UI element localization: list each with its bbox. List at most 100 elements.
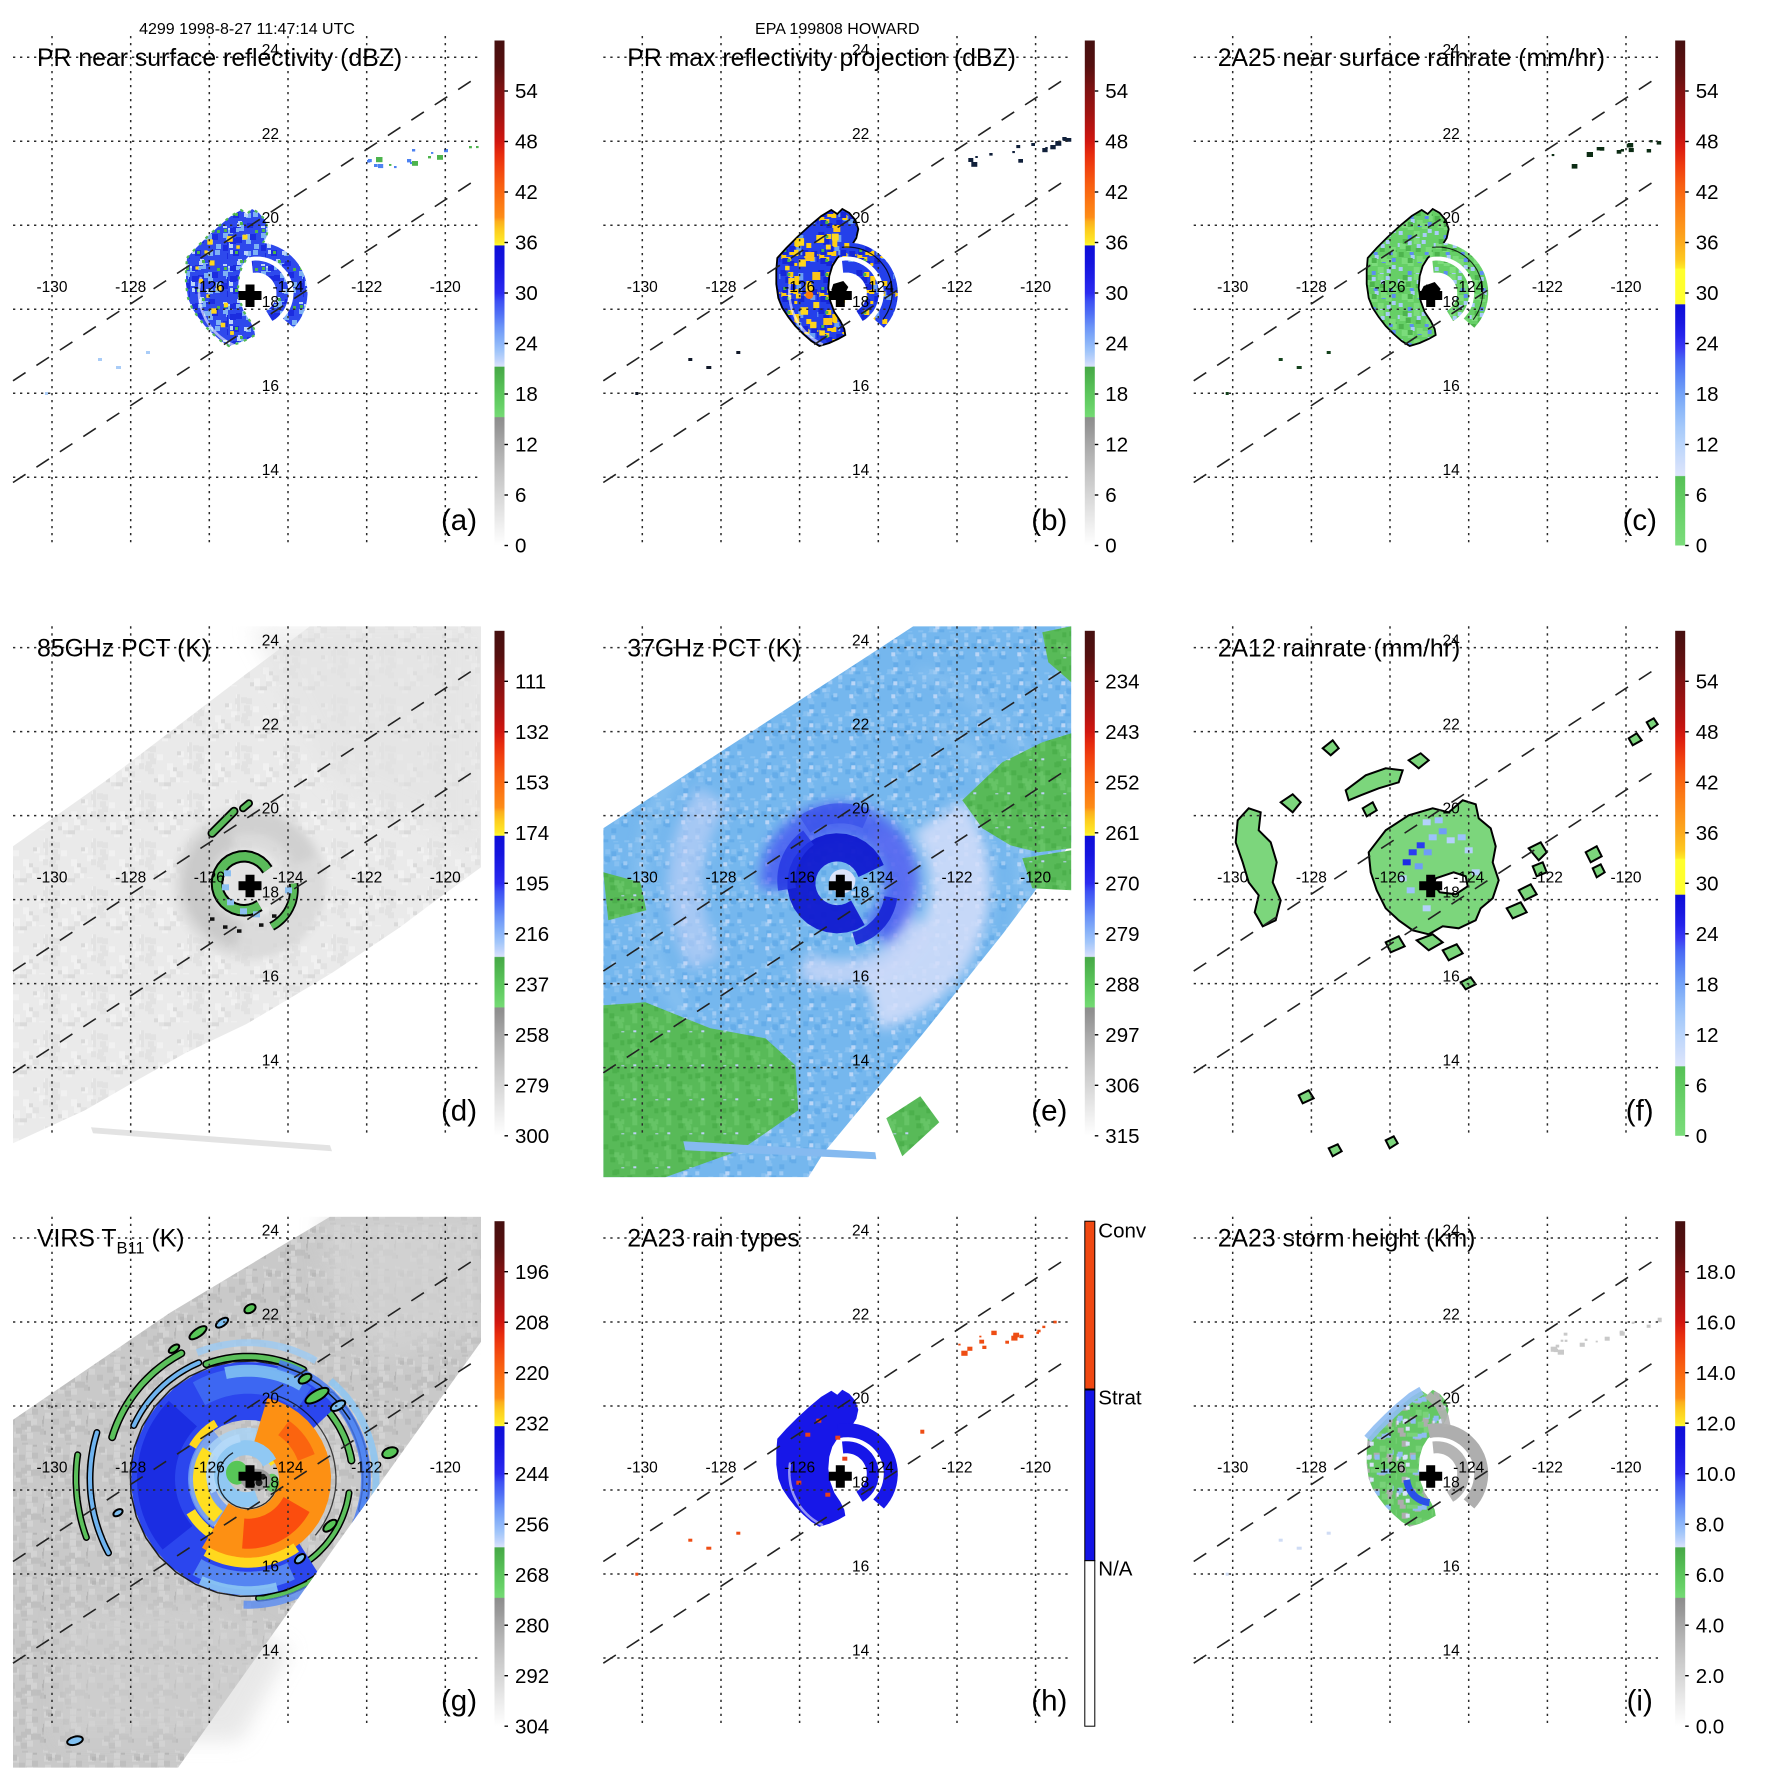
svg-text:16.0: 16.0 bbox=[1696, 1311, 1736, 1334]
svg-text:6: 6 bbox=[515, 484, 526, 507]
svg-text:85GHz PCT (K): 85GHz PCT (K) bbox=[37, 635, 210, 662]
svg-text:2.0: 2.0 bbox=[1696, 1665, 1725, 1688]
svg-text:(f): (f) bbox=[1626, 1094, 1654, 1127]
svg-text:6.0: 6.0 bbox=[1696, 1564, 1725, 1587]
svg-text:PR near surface reflectivity (: PR near surface reflectivity (dBZ) bbox=[37, 45, 402, 72]
svg-text:54: 54 bbox=[1105, 80, 1128, 103]
svg-text:N/A: N/A bbox=[1098, 1558, 1133, 1581]
svg-text:315: 315 bbox=[1105, 1125, 1139, 1148]
svg-text:36: 36 bbox=[1696, 822, 1719, 845]
svg-text:0.0: 0.0 bbox=[1696, 1715, 1725, 1738]
svg-text:24: 24 bbox=[1105, 333, 1128, 356]
svg-text:0: 0 bbox=[1105, 535, 1116, 558]
svg-text:279: 279 bbox=[1105, 923, 1139, 946]
svg-text:279: 279 bbox=[515, 1075, 549, 1098]
svg-text:18: 18 bbox=[515, 383, 538, 406]
svg-text:8.0: 8.0 bbox=[1696, 1513, 1725, 1536]
svg-text:42: 42 bbox=[1696, 772, 1719, 795]
svg-text:37GHz PCT (K): 37GHz PCT (K) bbox=[627, 635, 800, 662]
svg-text:2A23 rain types: 2A23 rain types bbox=[627, 1226, 799, 1253]
svg-text:0: 0 bbox=[1696, 1125, 1707, 1148]
svg-text:195: 195 bbox=[515, 873, 549, 896]
svg-text:0: 0 bbox=[1696, 535, 1707, 558]
svg-text:174: 174 bbox=[515, 822, 549, 845]
svg-text:18: 18 bbox=[1105, 383, 1128, 406]
svg-text:Strat: Strat bbox=[1098, 1387, 1142, 1410]
svg-text:4.0: 4.0 bbox=[1696, 1614, 1725, 1637]
svg-text:48: 48 bbox=[515, 131, 538, 154]
svg-text:10.0: 10.0 bbox=[1696, 1463, 1736, 1486]
svg-text:196: 196 bbox=[515, 1261, 549, 1284]
svg-text:54: 54 bbox=[515, 80, 538, 103]
svg-text:2A23 storm height (km): 2A23 storm height (km) bbox=[1218, 1226, 1476, 1253]
svg-text:220: 220 bbox=[515, 1362, 549, 1385]
svg-text:292: 292 bbox=[515, 1665, 549, 1688]
svg-text:48: 48 bbox=[1696, 721, 1719, 744]
svg-text:300: 300 bbox=[515, 1125, 549, 1148]
svg-text:(a): (a) bbox=[441, 504, 477, 537]
svg-text:12: 12 bbox=[1696, 434, 1719, 457]
svg-text:153: 153 bbox=[515, 772, 549, 795]
svg-text:2A25 near surface rainrate (mm: 2A25 near surface rainrate (mm/hr) bbox=[1218, 45, 1605, 72]
svg-text:36: 36 bbox=[1696, 232, 1719, 255]
svg-text:42: 42 bbox=[1696, 181, 1719, 204]
svg-text:216: 216 bbox=[515, 923, 549, 946]
svg-text:36: 36 bbox=[1105, 232, 1128, 255]
svg-text:4299 1998-8-27 11:47:14 UTC: 4299 1998-8-27 11:47:14 UTC bbox=[139, 21, 355, 38]
svg-text:VIRS TB11 (K): VIRS TB11 (K) bbox=[37, 1226, 185, 1258]
svg-text:PR max reflectivity projection: PR max reflectivity projection (dBZ) bbox=[627, 45, 1016, 72]
svg-text:42: 42 bbox=[515, 181, 538, 204]
svg-text:280: 280 bbox=[515, 1614, 549, 1637]
svg-text:Conv: Conv bbox=[1098, 1220, 1147, 1243]
svg-text:54: 54 bbox=[1696, 80, 1719, 103]
svg-text:30: 30 bbox=[1105, 282, 1128, 305]
svg-text:18: 18 bbox=[1696, 383, 1719, 406]
svg-text:111: 111 bbox=[515, 671, 546, 694]
svg-text:258: 258 bbox=[515, 1024, 549, 1047]
svg-text:24: 24 bbox=[1696, 333, 1719, 356]
svg-text:48: 48 bbox=[1696, 131, 1719, 154]
svg-text:36: 36 bbox=[515, 232, 538, 255]
svg-text:14.0: 14.0 bbox=[1696, 1362, 1736, 1385]
svg-text:288: 288 bbox=[1105, 974, 1139, 997]
svg-text:24: 24 bbox=[1696, 923, 1719, 946]
svg-text:42: 42 bbox=[1105, 181, 1128, 204]
svg-text:132: 132 bbox=[515, 721, 549, 744]
svg-text:12: 12 bbox=[515, 434, 538, 457]
svg-text:12: 12 bbox=[1696, 1024, 1719, 1047]
svg-text:208: 208 bbox=[515, 1311, 549, 1334]
svg-text:48: 48 bbox=[1105, 131, 1128, 154]
svg-text:30: 30 bbox=[1696, 282, 1719, 305]
svg-text:30: 30 bbox=[515, 282, 538, 305]
svg-text:304: 304 bbox=[515, 1715, 549, 1738]
svg-text:232: 232 bbox=[515, 1412, 549, 1435]
svg-text:18: 18 bbox=[1696, 974, 1719, 997]
svg-text:6: 6 bbox=[1696, 484, 1707, 507]
svg-text:(g): (g) bbox=[441, 1685, 477, 1718]
svg-text:24: 24 bbox=[515, 333, 538, 356]
svg-text:237: 237 bbox=[515, 974, 549, 997]
svg-text:256: 256 bbox=[515, 1513, 549, 1536]
svg-text:297: 297 bbox=[1105, 1024, 1139, 1047]
svg-text:252: 252 bbox=[1105, 772, 1139, 795]
svg-text:261: 261 bbox=[1105, 822, 1139, 845]
svg-text:EPA 199808 HOWARD: EPA 199808 HOWARD bbox=[755, 21, 920, 38]
svg-text:270: 270 bbox=[1105, 873, 1139, 896]
svg-text:2A12 rainrate (mm/hr): 2A12 rainrate (mm/hr) bbox=[1218, 635, 1461, 662]
svg-text:244: 244 bbox=[515, 1463, 549, 1486]
svg-text:(c): (c) bbox=[1622, 504, 1656, 537]
svg-text:268: 268 bbox=[515, 1564, 549, 1587]
svg-text:243: 243 bbox=[1105, 721, 1139, 744]
svg-text:30: 30 bbox=[1696, 873, 1719, 896]
svg-text:12.0: 12.0 bbox=[1696, 1412, 1736, 1435]
svg-text:(b): (b) bbox=[1031, 504, 1067, 537]
svg-text:6: 6 bbox=[1105, 484, 1116, 507]
svg-text:(e): (e) bbox=[1031, 1094, 1067, 1127]
svg-text:(i): (i) bbox=[1627, 1685, 1653, 1718]
svg-text:54: 54 bbox=[1696, 671, 1719, 694]
svg-text:306: 306 bbox=[1105, 1075, 1139, 1098]
svg-text:(h): (h) bbox=[1031, 1685, 1067, 1718]
svg-text:234: 234 bbox=[1105, 671, 1139, 694]
svg-text:12: 12 bbox=[1105, 434, 1128, 457]
svg-text:18.0: 18.0 bbox=[1696, 1261, 1736, 1284]
